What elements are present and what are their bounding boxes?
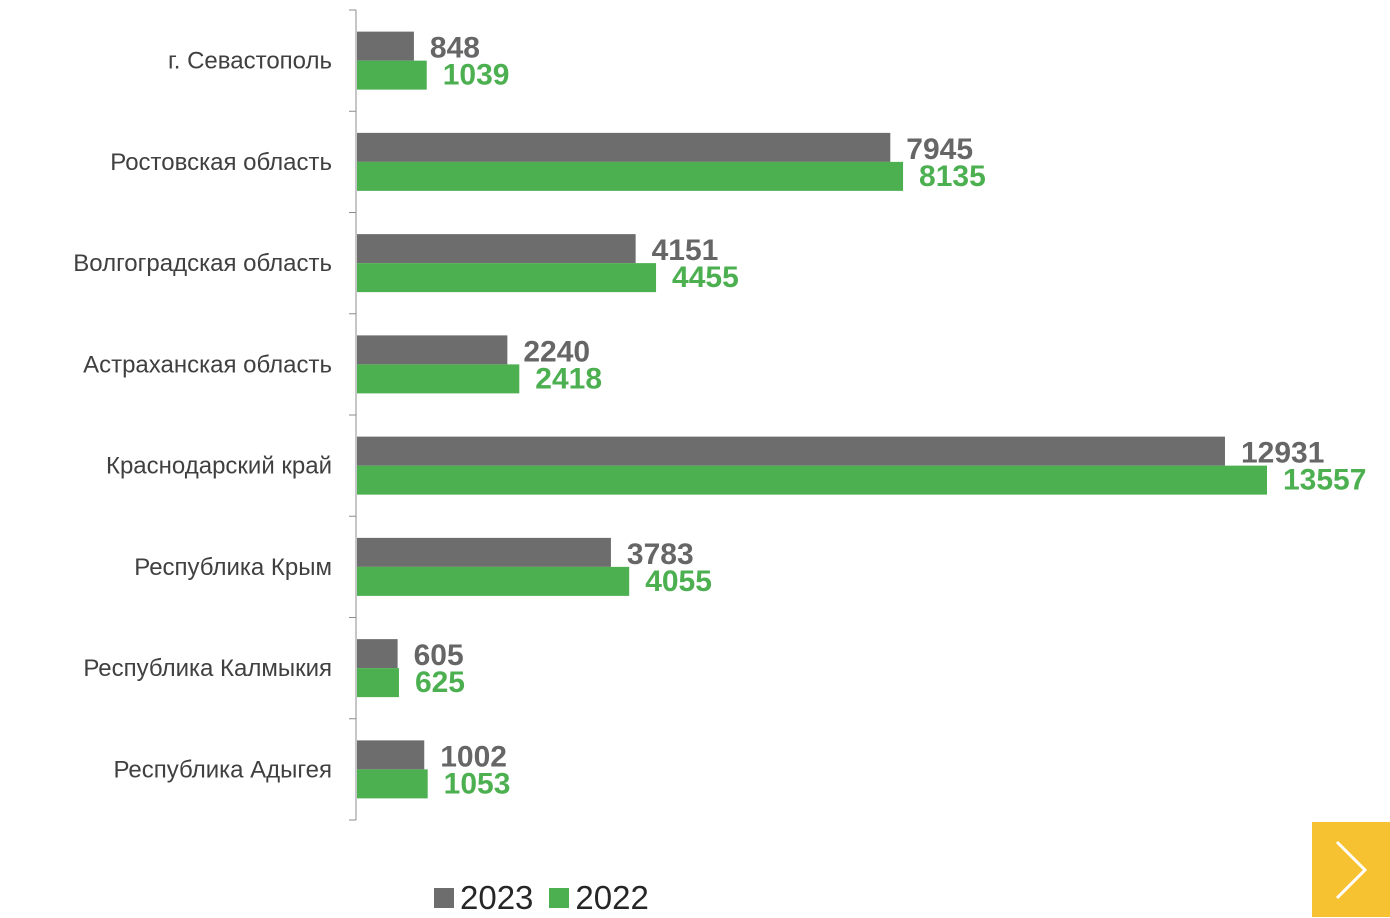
bar-2022 bbox=[357, 566, 630, 596]
data-label-2022: 4055 bbox=[645, 565, 712, 598]
data-label-2023: 605 bbox=[414, 639, 464, 672]
bar-2022 bbox=[357, 668, 399, 698]
bar-2023 bbox=[357, 740, 425, 770]
bar-2023 bbox=[357, 234, 636, 264]
chevron-right-icon bbox=[1335, 840, 1368, 899]
data-label-2023: 7945 bbox=[906, 133, 973, 166]
data-label-2022: 8135 bbox=[919, 160, 986, 193]
legend-label-2022: 2022 bbox=[575, 879, 649, 916]
legend-label-2023: 2023 bbox=[460, 879, 534, 916]
data-label-2023: 2240 bbox=[523, 335, 590, 368]
legend-swatch-2022 bbox=[549, 888, 570, 908]
chart-legend: 2023 2022 bbox=[434, 878, 649, 918]
category-label: Республика Крым bbox=[134, 554, 332, 581]
data-label-2022: 1053 bbox=[444, 767, 511, 800]
bar-2023 bbox=[357, 639, 398, 669]
category-label: Краснодарский край bbox=[106, 453, 332, 480]
data-label-2023: 848 bbox=[430, 32, 480, 65]
bar-2022 bbox=[357, 465, 1267, 495]
bar-2022 bbox=[357, 60, 427, 90]
legend-item-2023: 2023 bbox=[434, 879, 533, 917]
category-label: Республика Адыгея bbox=[113, 756, 332, 783]
bar-2023 bbox=[357, 31, 414, 61]
data-label-2022: 2418 bbox=[535, 362, 602, 395]
legend-swatch-2023 bbox=[434, 888, 454, 908]
data-label-2022: 625 bbox=[415, 666, 465, 699]
data-label-2023: 3783 bbox=[627, 538, 694, 571]
bar-2023 bbox=[357, 436, 1225, 466]
bar-2022 bbox=[357, 769, 428, 799]
bar-2023 bbox=[357, 537, 611, 567]
category-label: Волгоградская область bbox=[73, 250, 332, 277]
bar-2023 bbox=[357, 335, 508, 365]
category-label: Ростовская область bbox=[110, 149, 332, 176]
data-label-2022: 13557 bbox=[1283, 464, 1366, 497]
bar-2023 bbox=[357, 132, 891, 162]
data-label-2022: 1039 bbox=[443, 59, 510, 92]
category-label: г. Севастополь bbox=[168, 48, 332, 75]
bar-2022 bbox=[357, 161, 904, 191]
data-label-2023: 4151 bbox=[652, 234, 719, 267]
category-label: Республика Калмыкия bbox=[83, 655, 332, 682]
data-label-2023: 12931 bbox=[1241, 437, 1324, 470]
bar-2022 bbox=[357, 364, 520, 394]
legend-item-2022: 2022 bbox=[549, 879, 649, 917]
data-label-2023: 1002 bbox=[440, 740, 507, 773]
data-label-2022: 4455 bbox=[672, 261, 739, 294]
next-slide-button[interactable] bbox=[1312, 822, 1390, 917]
bar-2022 bbox=[357, 263, 657, 293]
category-label: Астраханская область bbox=[83, 351, 332, 378]
